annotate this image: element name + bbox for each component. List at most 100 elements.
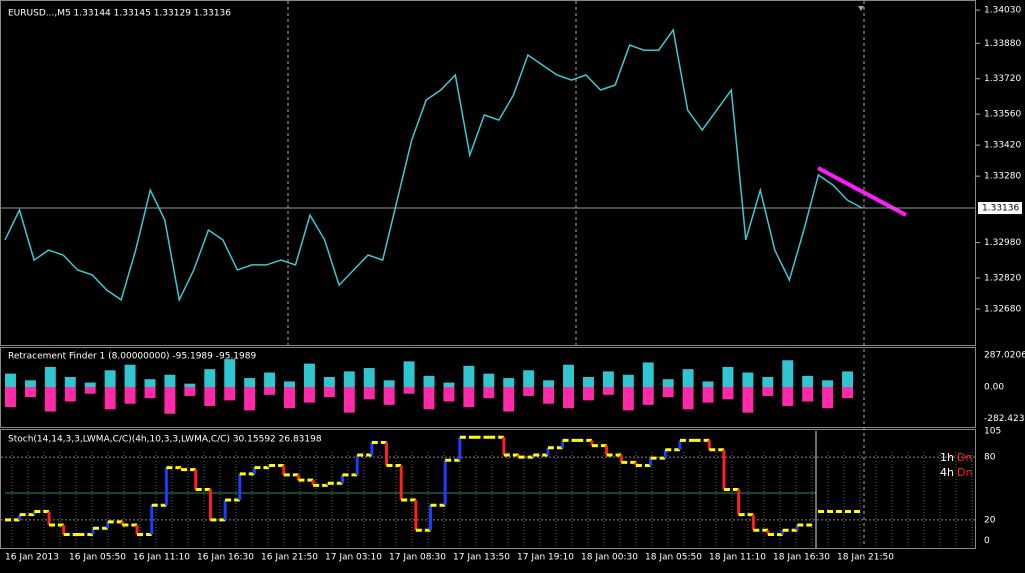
histogram-bar bbox=[44, 366, 56, 387]
histogram-bar bbox=[443, 386, 455, 402]
histogram-bar bbox=[84, 382, 96, 387]
y-tick-label: -282.4239 bbox=[984, 414, 1025, 424]
y-tick-label: 1.34030 bbox=[984, 6, 1021, 16]
y-tick-label: 105 bbox=[984, 427, 1001, 437]
histogram-bar bbox=[662, 379, 674, 387]
histogram-bar bbox=[483, 373, 495, 387]
histogram-bar bbox=[244, 386, 256, 411]
histogram-bar bbox=[124, 364, 136, 387]
histogram-bar bbox=[343, 371, 355, 387]
histogram-bar bbox=[24, 380, 36, 387]
price-panel bbox=[0, 0, 976, 346]
symbol-info: EURUSD...,M5 1.33144 1.33145 1.33129 1.3… bbox=[8, 9, 231, 19]
histogram-bar bbox=[682, 386, 694, 410]
histogram-bar bbox=[523, 386, 535, 396]
histogram-bar bbox=[363, 368, 375, 387]
histogram-bar bbox=[184, 383, 196, 387]
stoch-label: Stoch(14,14,3,3,LWMA,C/C)(4h,10,3,3,LWMA… bbox=[8, 435, 322, 445]
trend-line bbox=[817, 166, 907, 217]
x-tick-label: 16 Jan 11:10 bbox=[133, 553, 190, 563]
histogram-bar bbox=[483, 386, 495, 399]
histogram-bar bbox=[104, 386, 116, 410]
x-tick-label: 17 Jan 13:50 bbox=[453, 553, 510, 563]
y-tick-label: 1.33880 bbox=[984, 39, 1021, 49]
signal-direction: Dn bbox=[957, 466, 972, 479]
x-tick-label: 16 Jan 2013 bbox=[5, 553, 59, 563]
histogram-bar bbox=[323, 386, 335, 398]
histogram-bar bbox=[403, 386, 415, 394]
histogram-bar bbox=[383, 380, 395, 387]
histogram-bar bbox=[782, 360, 794, 387]
histogram-bar bbox=[782, 386, 794, 406]
histogram-bar bbox=[622, 374, 634, 387]
x-tick-label: 18 Jan 21:50 bbox=[837, 553, 894, 563]
histogram-bar bbox=[662, 386, 674, 398]
histogram-bar bbox=[184, 386, 196, 396]
histogram-bar bbox=[204, 369, 216, 387]
current-price-label: 1.33136 bbox=[982, 204, 1019, 214]
histogram-bar bbox=[563, 364, 575, 387]
y-tick-label: 20 bbox=[984, 515, 996, 525]
histogram-bar bbox=[463, 386, 475, 408]
x-tick-label: 18 Jan 00:30 bbox=[581, 553, 638, 563]
histogram-bar bbox=[822, 386, 834, 409]
price-line bbox=[4, 28, 863, 303]
histogram-bar bbox=[5, 386, 16, 408]
histogram-bar bbox=[343, 386, 355, 413]
histogram-bar bbox=[303, 386, 315, 403]
histogram-bar bbox=[204, 386, 216, 406]
histogram-bar bbox=[642, 386, 654, 405]
histogram-bar bbox=[722, 366, 734, 387]
histogram-bar bbox=[722, 386, 734, 400]
histogram-bar bbox=[284, 381, 295, 387]
histogram-bar bbox=[802, 386, 814, 402]
histogram-bar bbox=[702, 386, 714, 403]
histogram-bar bbox=[104, 370, 116, 387]
histogram-bar bbox=[582, 376, 594, 387]
histogram-bar bbox=[543, 380, 555, 387]
histogram-bar bbox=[124, 386, 136, 404]
signal-timeframe: 4h bbox=[940, 466, 954, 479]
histogram-bar bbox=[44, 386, 56, 412]
x-tick-label: 16 Jan 21:50 bbox=[261, 553, 318, 563]
histogram-bar bbox=[742, 372, 754, 387]
histogram-bar bbox=[503, 386, 515, 412]
x-tick-label: 18 Jan 16:30 bbox=[773, 553, 830, 563]
histogram-bar bbox=[842, 386, 854, 399]
histogram-bar bbox=[842, 371, 854, 387]
y-tick-label: 0 bbox=[984, 536, 990, 546]
histogram-bar bbox=[144, 379, 156, 387]
histogram-bar bbox=[642, 362, 654, 387]
y-tick-label: 1.33720 bbox=[984, 74, 1021, 84]
histogram-bar bbox=[762, 386, 774, 396]
histogram-bar bbox=[602, 371, 614, 387]
shift-marker bbox=[858, 6, 864, 11]
histogram-bar bbox=[363, 386, 375, 400]
y-tick-label: 1.32680 bbox=[984, 305, 1021, 315]
histogram-bar bbox=[5, 373, 16, 387]
histogram-bar bbox=[543, 386, 555, 404]
histogram-bar bbox=[383, 386, 395, 405]
y-tick-label: 1.33280 bbox=[984, 172, 1021, 182]
histogram-bar bbox=[563, 386, 575, 409]
histogram-bar bbox=[762, 376, 774, 387]
histogram-bar bbox=[403, 361, 415, 387]
y-tick-label: 1.32820 bbox=[984, 274, 1021, 284]
histogram-bar bbox=[423, 375, 435, 387]
histogram-bar bbox=[64, 376, 76, 387]
x-tick-label: 18 Jan 11:10 bbox=[709, 553, 766, 563]
histogram-bar bbox=[284, 386, 295, 409]
histogram-bar bbox=[802, 375, 814, 387]
histogram-bar bbox=[244, 378, 256, 387]
x-tick-label: 16 Jan 05:50 bbox=[69, 553, 126, 563]
histogram-bar bbox=[303, 363, 315, 387]
histogram-bar bbox=[463, 365, 475, 387]
x-tick-label: 16 Jan 16:30 bbox=[197, 553, 254, 563]
histogram-bar bbox=[443, 382, 455, 387]
histogram-bar bbox=[144, 386, 156, 399]
histogram-bar bbox=[264, 372, 276, 387]
histogram-bar bbox=[64, 386, 76, 402]
signal-timeframe: 1h bbox=[940, 451, 954, 464]
histogram-bar bbox=[822, 380, 834, 387]
